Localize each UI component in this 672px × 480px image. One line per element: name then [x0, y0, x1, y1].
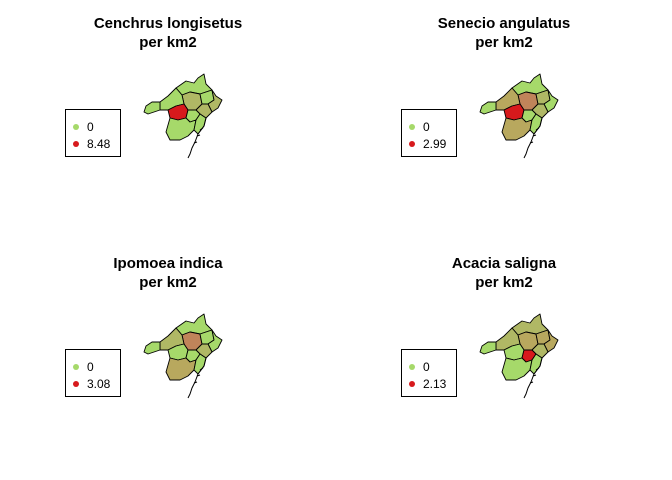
panel-title: Senecio angulatus per km2 — [336, 14, 672, 52]
district-region — [165, 357, 197, 381]
species-name: Ipomoea indica — [113, 255, 223, 272]
legend-item-min: 0 — [409, 360, 430, 374]
legend-swatch-min — [73, 123, 79, 130]
district-region — [479, 341, 497, 355]
legend: 0 3.08 — [65, 349, 121, 397]
district-region — [501, 357, 533, 381]
unit-label: per km2 — [139, 274, 197, 291]
district-region — [479, 101, 497, 115]
legend-swatch-min — [409, 363, 415, 370]
legend-item-min: 0 — [409, 120, 430, 134]
district-region — [165, 117, 197, 141]
legend-swatch-max — [73, 380, 79, 387]
district-region — [207, 89, 223, 113]
harbour-mark — [193, 141, 198, 144]
harbour-mark — [529, 141, 534, 144]
harbour-mark — [196, 134, 201, 137]
map-panel-acacia: Acacia saligna per km2 0 2.13 — [336, 240, 672, 480]
legend-swatch-max — [409, 380, 415, 387]
choropleth-map — [143, 73, 223, 159]
choropleth-map — [143, 313, 223, 399]
map-panel-ipomoea: Ipomoea indica per km2 0 3.08 — [0, 240, 336, 480]
harbour-mark — [532, 374, 537, 377]
map-panel-cenchrus: Cenchrus longisetus per km2 0 8.48 — [0, 0, 336, 240]
harbour-mark — [535, 367, 540, 371]
harbour-mark — [532, 134, 537, 137]
legend: 0 2.13 — [401, 349, 457, 397]
legend-label-min: 0 — [87, 120, 94, 134]
legend-label-max: 2.99 — [423, 137, 447, 151]
map-panel-senecio: Senecio angulatus per km2 0 2.99 — [336, 0, 672, 240]
district-region — [543, 329, 559, 353]
legend-label-max: 3.08 — [87, 377, 111, 391]
harbour-mark — [193, 381, 198, 384]
legend-label-min: 0 — [87, 360, 94, 374]
legend-label-max: 8.48 — [87, 137, 111, 151]
legend-item-max: 2.13 — [409, 377, 446, 391]
harbour-mark — [199, 127, 204, 131]
district-region — [143, 341, 161, 355]
species-name: Senecio angulatus — [437, 15, 571, 32]
panel-title: Acacia saligna per km2 — [336, 254, 672, 292]
legend-label-min: 0 — [423, 120, 430, 134]
legend-item-max: 2.99 — [409, 137, 446, 151]
coastline — [523, 357, 543, 399]
panel-title: Cenchrus longisetus per km2 — [0, 14, 336, 52]
district-region — [543, 89, 559, 113]
legend-swatch-max — [73, 140, 79, 147]
legend: 0 2.99 — [401, 109, 457, 157]
district-region — [501, 117, 533, 141]
district-region — [207, 329, 223, 353]
unit-label: per km2 — [475, 34, 533, 51]
district-region — [143, 101, 161, 115]
legend-item-min: 0 — [73, 360, 94, 374]
unit-label: per km2 — [475, 274, 533, 291]
coastline — [187, 357, 207, 399]
legend-label-max: 2.13 — [423, 377, 447, 391]
legend-label-min: 0 — [423, 360, 430, 374]
legend-item-max: 3.08 — [73, 377, 110, 391]
legend-swatch-max — [409, 140, 415, 147]
choropleth-map — [479, 313, 559, 399]
panel-title: Ipomoea indica per km2 — [0, 254, 336, 292]
legend: 0 8.48 — [65, 109, 121, 157]
species-name: Cenchrus longisetus — [93, 15, 243, 32]
harbour-mark — [199, 367, 204, 371]
harbour-mark — [529, 381, 534, 384]
legend-swatch-min — [73, 363, 79, 370]
legend-item-min: 0 — [73, 120, 94, 134]
coastline — [187, 117, 207, 159]
unit-label: per km2 — [139, 34, 197, 51]
legend-swatch-min — [409, 123, 415, 130]
choropleth-map — [479, 73, 559, 159]
legend-item-max: 8.48 — [73, 137, 110, 151]
harbour-mark — [535, 127, 540, 131]
harbour-mark — [196, 374, 201, 377]
species-name: Acacia saligna — [451, 255, 557, 272]
coastline — [523, 117, 543, 159]
